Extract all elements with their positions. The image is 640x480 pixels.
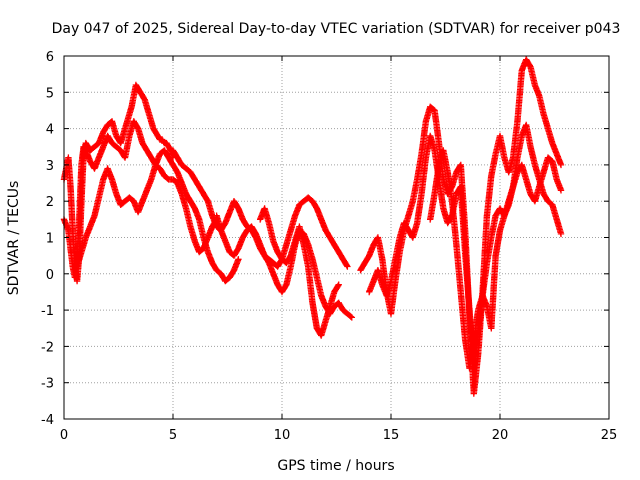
x-tick-label: 5 [169,428,177,443]
x-tick-label: 20 [492,428,509,443]
y-tick-label: 4 [46,123,54,138]
x-tick-label: 10 [274,428,291,443]
y-axis-label: SDTVAR / TECUs [6,181,22,296]
series-track-3 [73,147,242,285]
series-track-9 [427,147,565,372]
y-tick-label: -1 [41,304,54,319]
axis-ticks: 0 5 10 15 20 25 -4 -3 -2 -1 0 1 2 3 4 5 6 [41,50,617,443]
y-tick-label: -4 [41,413,54,428]
data-marker-trace [427,147,565,372]
chart-title: Day 047 of 2025, Sidereal Day-to-day VTE… [52,21,621,37]
y-tick-label: 1 [46,232,54,247]
y-tick-label: 3 [46,159,54,174]
y-tick-label: 5 [46,86,54,101]
x-tick-label: 25 [601,428,618,443]
x-tick-label: 0 [60,428,68,443]
y-tick-label: 2 [46,195,54,210]
grid [64,56,609,419]
series-track-6 [257,205,342,339]
y-tick-label: -2 [41,340,54,355]
data-marker-trace [257,205,342,339]
data-marker-trace [73,147,242,285]
x-tick-label: 15 [383,428,400,443]
data-points [60,56,565,397]
y-tick-label: 0 [46,268,54,283]
y-tick-label: 6 [46,50,54,65]
x-axis-label: GPS time / hours [277,458,394,474]
y-tick-label: -3 [41,377,54,392]
